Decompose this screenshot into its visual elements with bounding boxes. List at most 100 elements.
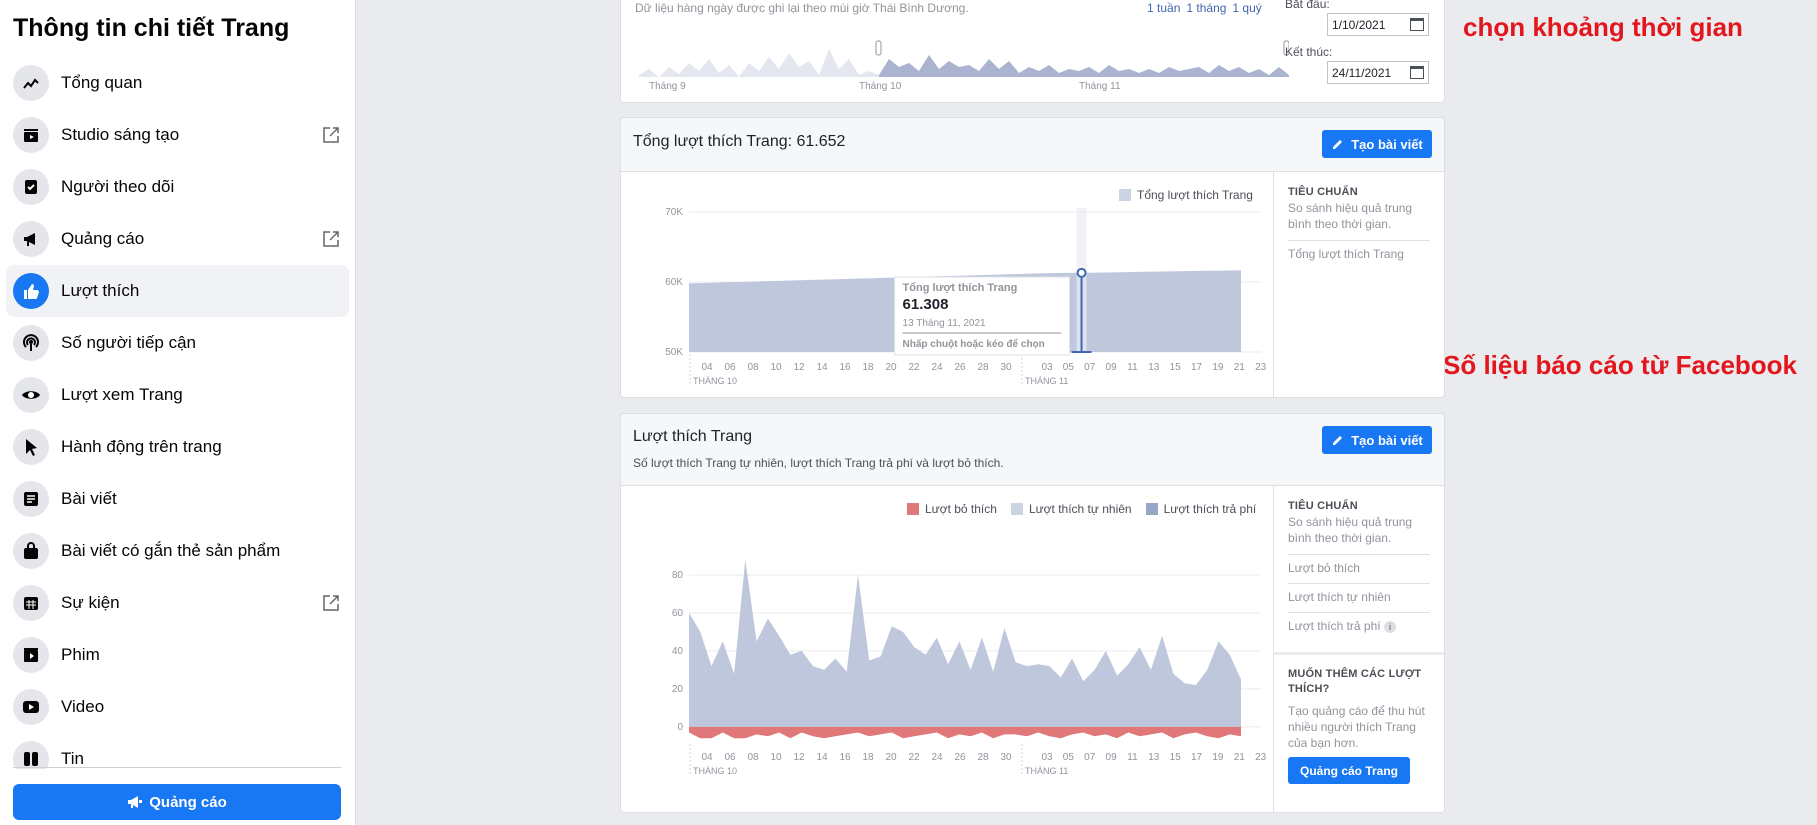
info-icon[interactable]: i (1383, 621, 1396, 633)
benchmark-heading: TIÊU CHUẨN (1288, 186, 1358, 198)
y-tick-label: 60K (665, 277, 683, 288)
sidebar-nav-scroll[interactable]: Tổng quan Studio sáng tạo Người theo dõi Qu… (0, 57, 356, 769)
promo-text: Tạo quảng cáo để thu hút nhiều người thí… (1288, 704, 1425, 750)
tooltip: Tổng lượt thích Trang 61.308 13 Tháng 11, … (894, 276, 1071, 356)
sidebar-item-label: Bài viết có gắn thẻ sản phẩm (61, 541, 281, 560)
sidebar-item[interactable]: Phim (6, 629, 349, 681)
x-tick-label: 23 (1255, 362, 1267, 373)
pencil-icon (1333, 436, 1343, 445)
sidebar-item-label: Phim (61, 645, 100, 664)
clapper-icon (13, 117, 49, 153)
start-date-value: 1/10/2021 (1332, 18, 1386, 32)
x-tick-label: 08 (747, 752, 759, 763)
sidebar-item[interactable]: Sự kiện (6, 577, 349, 629)
x-tick-label: 03 (1041, 362, 1053, 373)
calendar-icon[interactable] (1410, 66, 1424, 79)
megaphone-icon (128, 796, 143, 808)
range-1-quarter[interactable]: 1 quý (1232, 1, 1262, 15)
sidebar-item[interactable]: Video (6, 681, 349, 733)
create-post-button[interactable]: Tạo bài viết (1322, 130, 1432, 158)
x-tick-label: 13 (1148, 362, 1160, 373)
sidebar-item-label: Người theo dõi (61, 177, 175, 196)
x-tick-label: 04 (701, 752, 713, 763)
y-tick-label: 80 (672, 570, 684, 581)
sidebar-item[interactable]: Lượt thích (6, 265, 349, 317)
overview-month-label: Tháng 10 (859, 81, 902, 92)
range-overview-chart[interactable]: Tháng 9 Tháng 10 Tháng 11 (639, 19, 1289, 99)
x-tick-label: 21 (1234, 362, 1246, 373)
promote-page-button[interactable]: Quảng cáo Trang (1288, 757, 1410, 784)
start-date-input[interactable]: 1/10/2021 (1327, 13, 1429, 36)
x-month-label: THÁNG 10 (693, 766, 737, 776)
x-tick-label: 24 (931, 752, 943, 763)
sidebar-item-label: Video (61, 697, 105, 716)
sidebar-item[interactable]: Số người tiếp cận (6, 317, 349, 369)
x-tick-label: 28 (977, 752, 989, 763)
total-likes-chart[interactable]: 50K 60K 70K 04 06 08 10 12 14 16 18 20 22 24 26 28 30 03 0… (621, 172, 1271, 398)
x-tick-label: 16 (839, 362, 851, 373)
sidebar-item[interactable]: Bài viết có gắn thẻ sản phẩm (6, 525, 349, 577)
sidebar-item[interactable]: Tổng quan (6, 57, 349, 109)
x-tick-label: 18 (862, 362, 874, 373)
sidebar-item-label: Tổng quan (61, 73, 143, 92)
page-likes-subtitle: Số lượt thích Trang tự nhiên, lượt thích… (633, 456, 1004, 470)
legend-label: Lượt bỏ thích (925, 502, 997, 516)
start-date-label: Bắt đầu: (1285, 0, 1330, 11)
calendar-icon[interactable] (1410, 18, 1424, 31)
y-tick-label: 0 (677, 722, 683, 733)
legend-item-paid[interactable]: Lượt thích trả phí (1145, 502, 1257, 516)
legend-item-organic[interactable]: Lượt thích tự nhiên (1010, 502, 1132, 516)
hover-point[interactable] (1076, 267, 1087, 278)
sidebar-item[interactable]: Tin (6, 733, 349, 769)
promo-heading: MUỐN THÊM CÁC LƯỢT THÍCH? (1288, 668, 1422, 695)
sidebar-item[interactable]: Lượt xem Trang (6, 369, 349, 421)
end-date-value: 24/11/2021 (1332, 66, 1392, 80)
benchmark-item[interactable]: Tổng lượt thích Trang (1288, 240, 1430, 269)
sidebar-ads-button[interactable]: Quảng cáo (13, 784, 341, 820)
sidebar-item[interactable]: Quảng cáo (6, 213, 349, 265)
x-tick-label: 19 (1212, 362, 1224, 373)
sidebar-nav: Tổng quan Studio sáng tạo Người theo dõi Qu… (6, 57, 349, 769)
x-tick-label: 09 (1106, 362, 1118, 373)
x-tick-label: 12 (793, 362, 805, 373)
x-tick-label: 07 (1084, 752, 1096, 763)
series-area-unlikes[interactable] (689, 726, 1241, 739)
benchmark-item[interactable]: Lượt thích trả phí i (1288, 612, 1430, 641)
sidebar-item[interactable]: Người theo dõi (6, 161, 349, 213)
range-1-week[interactable]: 1 tuần (1147, 1, 1181, 15)
sidebar-item-label: Tin (61, 749, 84, 768)
y-tick-label: 50K (665, 347, 683, 358)
x-month-label: THÁNG 10 (693, 376, 737, 386)
series-area-organic[interactable] (689, 559, 1241, 727)
sidebar-item[interactable]: Bài viết (6, 473, 349, 525)
benchmark-item[interactable]: Lượt thích tự nhiên (1288, 583, 1430, 612)
legend-label: Lượt thích trả phí (1163, 502, 1257, 516)
overview-chart-icon (13, 65, 49, 101)
page-likes-panel: Lượt thích Trang Số lượt thích Trang tự … (620, 413, 1445, 813)
y-tick-label: 60 (672, 608, 684, 619)
range-handle-start[interactable] (875, 40, 882, 56)
total-likes-benchmark: TIÊU CHUẨN So sánh hiệu quả trung bình t… (1273, 172, 1444, 397)
x-tick-label: 22 (908, 362, 920, 373)
post-icon (13, 481, 49, 517)
x-tick-label: 08 (747, 362, 759, 373)
x-tick-label: 12 (793, 752, 805, 763)
y-tick-label: 40 (672, 646, 684, 657)
sidebar-item[interactable]: Studio sáng tạo (6, 109, 349, 161)
video-play-icon (13, 689, 49, 725)
sidebar-item[interactable]: Hành động trên trang (6, 421, 349, 473)
total-likes-panel: Tổng lượt thích Trang: 61.652 Tạo bài vi… (620, 117, 1445, 398)
sidebar-item-label: Số người tiếp cận (61, 333, 196, 352)
create-post-button[interactable]: Tạo bài viết (1322, 426, 1432, 454)
end-date-input[interactable]: 24/11/2021 (1327, 61, 1429, 84)
x-tick-label: 10 (770, 752, 782, 763)
legend-item-unlikes[interactable]: Lượt bỏ thích (907, 502, 997, 516)
range-handle-end[interactable] (1283, 40, 1289, 56)
x-tick-label: 05 (1063, 752, 1075, 763)
x-tick-label: 20 (885, 362, 897, 373)
benchmark-item[interactable]: Lượt bỏ thích (1288, 554, 1430, 583)
eye-icon (13, 377, 49, 413)
legend-item[interactable]: Tổng lượt thích Trang (1119, 188, 1253, 202)
range-1-month[interactable]: 1 tháng (1186, 1, 1227, 15)
page-likes-chart[interactable]: 0 20 40 60 80 04 06 08 10 12 14 16 18 20 22 24 26 28 30 03 0… (621, 486, 1271, 812)
